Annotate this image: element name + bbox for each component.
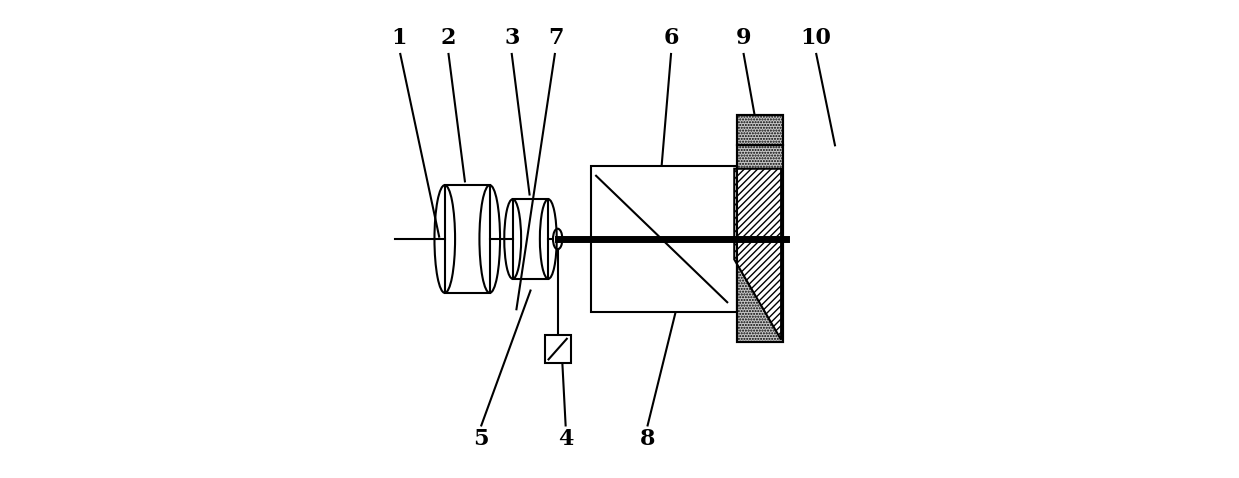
Text: 2: 2 (441, 27, 456, 49)
Text: 10: 10 (800, 27, 831, 49)
Text: 7: 7 (549, 27, 564, 49)
Bar (737, 145, 783, 342)
Text: 5: 5 (473, 428, 489, 450)
Text: 9: 9 (736, 27, 751, 49)
Text: 4: 4 (558, 428, 574, 450)
Text: 8: 8 (639, 428, 655, 450)
Bar (545, 335, 570, 363)
Bar (737, 115, 783, 145)
Text: 6: 6 (663, 27, 679, 49)
Bar (737, 145, 783, 342)
Text: 1: 1 (392, 27, 408, 49)
Text: 3: 3 (504, 27, 519, 49)
Bar (591, 166, 737, 312)
Polygon shape (735, 169, 781, 340)
Bar (737, 115, 783, 145)
